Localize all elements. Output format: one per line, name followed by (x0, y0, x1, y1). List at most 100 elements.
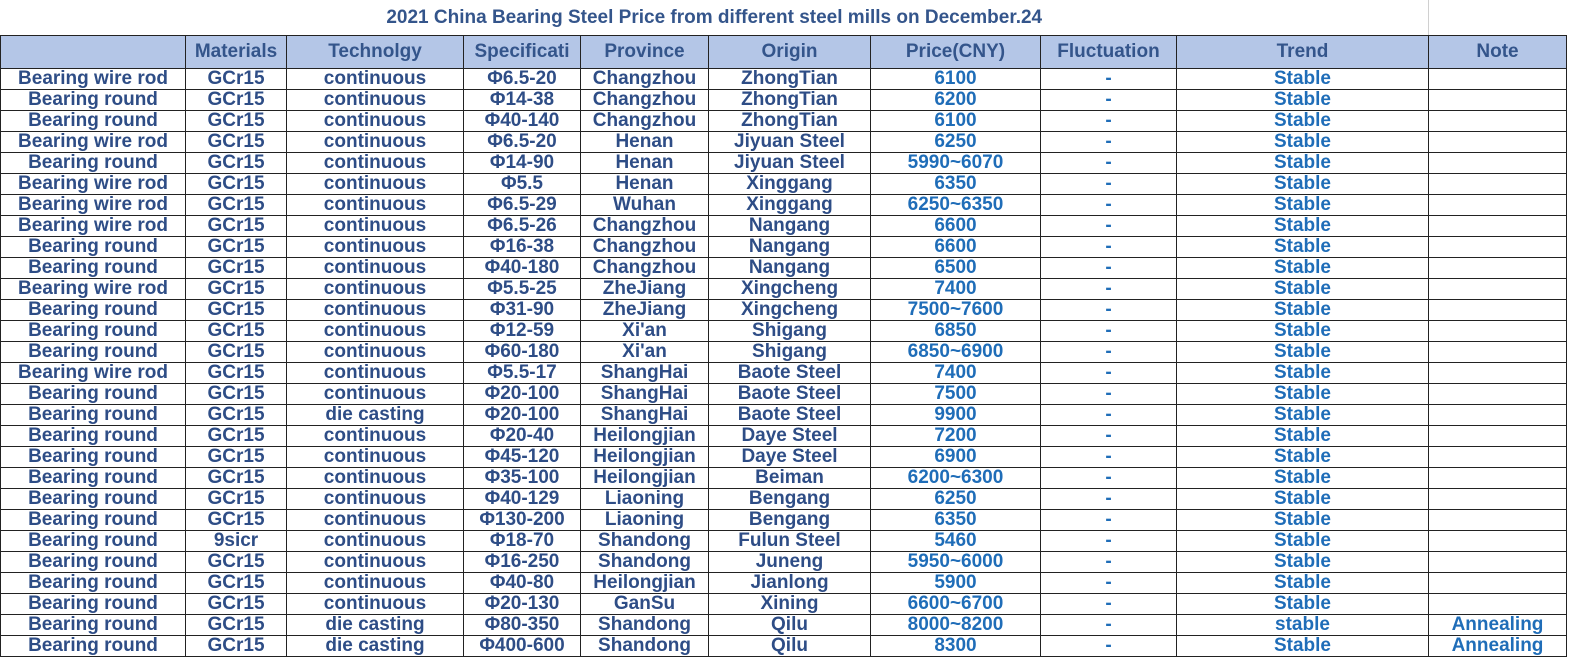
cell-note[interactable] (1428, 152, 1567, 174)
cell-product[interactable]: Bearing round (0, 635, 186, 657)
cell-specification[interactable]: Φ6.5-20 (463, 68, 581, 90)
cell-trend[interactable]: Stable (1176, 404, 1429, 426)
cell-trend[interactable]: Stable (1176, 173, 1429, 195)
cell-material[interactable]: GCr15 (185, 152, 287, 174)
cell-fluctuation[interactable]: - (1040, 173, 1177, 195)
cell-technology[interactable]: die casting (286, 404, 464, 426)
cell-product[interactable]: Bearing round (0, 614, 186, 636)
cell-origin[interactable]: Xining (708, 593, 871, 615)
cell-fluctuation[interactable]: - (1040, 110, 1177, 132)
cell-price[interactable]: 6100 (870, 68, 1041, 90)
cell-price[interactable]: 5950~6000 (870, 551, 1041, 573)
column-header-trend[interactable]: Trend (1176, 35, 1429, 69)
cell-origin[interactable]: Jiyuan Steel (708, 152, 871, 174)
cell-fluctuation[interactable]: - (1040, 257, 1177, 279)
cell-province[interactable]: Changzhou (580, 236, 709, 258)
cell-price[interactable]: 7400 (870, 278, 1041, 300)
cell-material[interactable]: GCr15 (185, 467, 287, 489)
cell-price[interactable]: 5990~6070 (870, 152, 1041, 174)
cell-fluctuation[interactable]: - (1040, 404, 1177, 426)
cell-material[interactable]: GCr15 (185, 89, 287, 111)
cell-specification[interactable]: Φ5.5-17 (463, 362, 581, 384)
cell-province[interactable]: Wuhan (580, 194, 709, 216)
cell-trend[interactable]: Stable (1176, 320, 1429, 342)
cell-province[interactable]: ShangHai (580, 362, 709, 384)
cell-product[interactable]: Bearing round (0, 110, 186, 132)
cell-fluctuation[interactable]: - (1040, 383, 1177, 405)
cell-product[interactable]: Bearing wire rod (0, 173, 186, 195)
column-header-price-cny[interactable]: Price(CNY) (870, 35, 1041, 69)
cell-price[interactable]: 5460 (870, 530, 1041, 552)
cell-note[interactable] (1428, 362, 1567, 384)
cell-specification[interactable]: Φ400-600 (463, 635, 581, 657)
cell-note[interactable] (1428, 299, 1567, 321)
cell-technology[interactable]: continuous (286, 68, 464, 90)
cell-province[interactable]: Shandong (580, 635, 709, 657)
cell-product[interactable]: Bearing round (0, 425, 186, 447)
cell-technology[interactable]: continuous (286, 278, 464, 300)
cell-note[interactable] (1428, 404, 1567, 426)
cell-origin[interactable]: Daye Steel (708, 425, 871, 447)
cell-material[interactable]: GCr15 (185, 551, 287, 573)
cell-trend[interactable]: Stable (1176, 257, 1429, 279)
cell-note[interactable] (1428, 509, 1567, 531)
cell-technology[interactable]: continuous (286, 530, 464, 552)
cell-technology[interactable]: continuous (286, 551, 464, 573)
cell-product[interactable]: Bearing round (0, 593, 186, 615)
column-header-technolgy[interactable]: Technolgy (286, 35, 464, 69)
cell-price[interactable]: 6250~6350 (870, 194, 1041, 216)
cell-note[interactable] (1428, 173, 1567, 195)
cell-price[interactable]: 7400 (870, 362, 1041, 384)
cell-specification[interactable]: Φ35-100 (463, 467, 581, 489)
cell-origin[interactable]: Xingcheng (708, 299, 871, 321)
cell-origin[interactable]: Daye Steel (708, 446, 871, 468)
cell-origin[interactable]: Juneng (708, 551, 871, 573)
cell-note[interactable] (1428, 530, 1567, 552)
cell-technology[interactable]: continuous (286, 131, 464, 153)
cell-province[interactable]: ShangHai (580, 383, 709, 405)
cell-note[interactable] (1428, 467, 1567, 489)
cell-technology[interactable]: die casting (286, 614, 464, 636)
cell-note[interactable] (1428, 551, 1567, 573)
cell-trend[interactable]: Stable (1176, 341, 1429, 363)
cell-technology[interactable]: continuous (286, 467, 464, 489)
cell-province[interactable]: Xi'an (580, 320, 709, 342)
cell-price[interactable]: 6600~6700 (870, 593, 1041, 615)
cell-fluctuation[interactable]: - (1040, 572, 1177, 594)
cell-trend[interactable]: Stable (1176, 488, 1429, 510)
cell-material[interactable]: GCr15 (185, 593, 287, 615)
cell-province[interactable]: Shandong (580, 614, 709, 636)
cell-technology[interactable]: continuous (286, 446, 464, 468)
cell-material[interactable]: GCr15 (185, 257, 287, 279)
cell-note[interactable] (1428, 215, 1567, 237)
cell-note[interactable]: Annealing (1428, 635, 1567, 657)
cell-product[interactable]: Bearing round (0, 383, 186, 405)
cell-specification[interactable]: Φ18-70 (463, 530, 581, 552)
cell-technology[interactable]: continuous (286, 236, 464, 258)
cell-province[interactable]: ShangHai (580, 404, 709, 426)
cell-trend[interactable]: Stable (1176, 278, 1429, 300)
cell-note[interactable] (1428, 257, 1567, 279)
cell-fluctuation[interactable]: - (1040, 467, 1177, 489)
cell-fluctuation[interactable]: - (1040, 215, 1177, 237)
cell-specification[interactable]: Φ20-100 (463, 404, 581, 426)
cell-fluctuation[interactable]: - (1040, 131, 1177, 153)
cell-origin[interactable]: Nangang (708, 257, 871, 279)
column-header-province[interactable]: Province (580, 35, 709, 69)
cell-price[interactable]: 6350 (870, 173, 1041, 195)
cell-note[interactable] (1428, 110, 1567, 132)
cell-origin[interactable]: Baote Steel (708, 362, 871, 384)
cell-specification[interactable]: Φ60-180 (463, 341, 581, 363)
cell-fluctuation[interactable]: - (1040, 236, 1177, 258)
cell-price[interactable]: 6850~6900 (870, 341, 1041, 363)
cell-price[interactable]: 6350 (870, 509, 1041, 531)
cell-material[interactable]: GCr15 (185, 173, 287, 195)
cell-specification[interactable]: Φ5.5-25 (463, 278, 581, 300)
cell-origin[interactable]: Shigang (708, 341, 871, 363)
cell-price[interactable]: 6100 (870, 110, 1041, 132)
cell-fluctuation[interactable]: - (1040, 278, 1177, 300)
empty-cell[interactable] (1428, 0, 1567, 36)
cell-specification[interactable]: Φ40-80 (463, 572, 581, 594)
cell-product[interactable]: Bearing round (0, 341, 186, 363)
cell-province[interactable]: Henan (580, 173, 709, 195)
